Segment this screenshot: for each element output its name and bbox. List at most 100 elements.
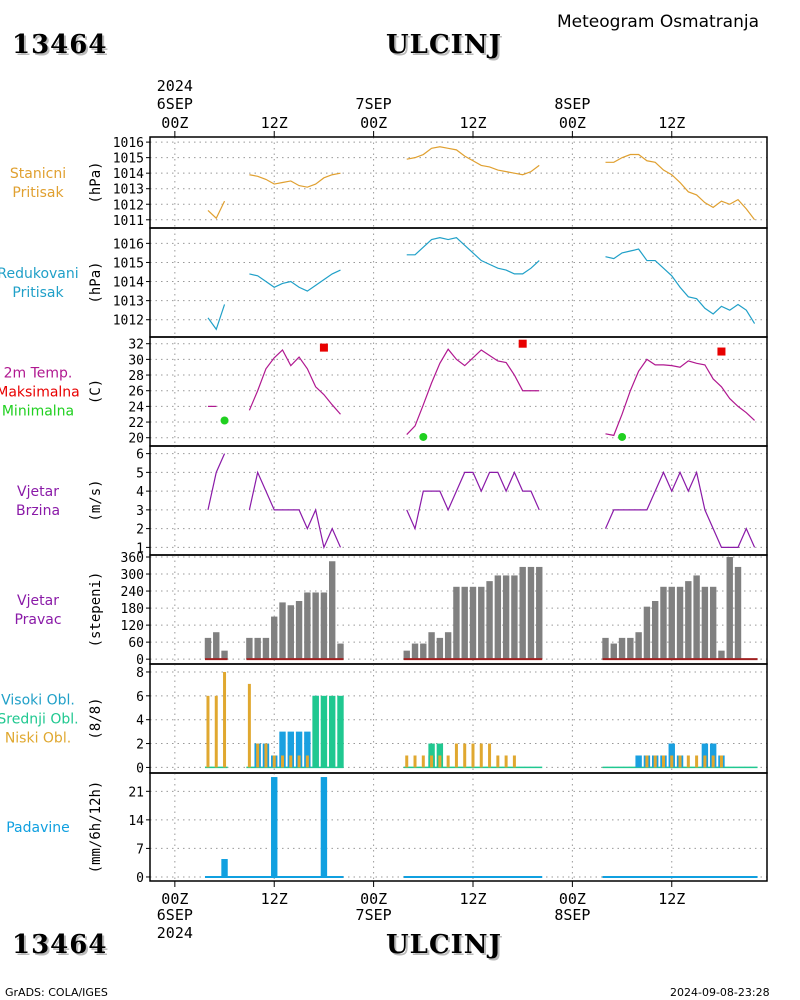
pressure-line [249, 172, 341, 188]
panel-label: Vjetar [17, 484, 59, 500]
direction-bar [602, 637, 609, 660]
render-timestamp: 2024-09-08-23:28 [670, 986, 770, 999]
cloud-bar-low [421, 755, 425, 768]
x-date-label-bottom: 7SEP [356, 906, 392, 924]
x-hour-label-top: 12Z [261, 114, 288, 132]
direction-bar [718, 650, 725, 660]
direction-bar [519, 566, 526, 660]
y-tick-label: 20 [128, 432, 144, 447]
direction-bar [469, 586, 477, 660]
y-tick-label: 1013 [113, 183, 144, 198]
cloud-bar-mid [329, 695, 336, 768]
direction-bar [536, 566, 543, 660]
cloud-bar-low [463, 743, 467, 768]
direction-bar [320, 592, 328, 660]
direction-bar [295, 600, 303, 660]
direction-bar [213, 632, 220, 660]
y-tick-label: 0 [136, 871, 144, 886]
y-axis-label: (m/s) [88, 479, 104, 521]
cloud-bar-low [670, 755, 674, 768]
wind_speed-line [248, 470, 342, 550]
direction-bar [511, 575, 518, 660]
precip-bar [221, 859, 228, 877]
direction-bar [304, 592, 311, 660]
direction-bar [635, 632, 642, 660]
cloud-bar-low [247, 683, 251, 768]
x-hour-label-top: 00Z [161, 114, 188, 132]
y-tick-label: 2 [136, 523, 144, 538]
tmax-marker [319, 343, 328, 352]
direction-bar [411, 643, 419, 660]
cloud-bar-low [504, 755, 508, 768]
y-tick-label: 30 [128, 353, 144, 368]
precip-bar [271, 777, 278, 877]
y-tick-label: 1015 [113, 256, 144, 271]
tmax-marker [717, 347, 726, 356]
panel-frame [149, 227, 768, 338]
cloud-bar-low [206, 695, 210, 768]
y-tick-label: 300 [121, 568, 144, 583]
direction-bar [693, 575, 700, 660]
cloud-bar-low [264, 743, 268, 768]
direction-bar [651, 600, 659, 660]
reduced_pressure-line [605, 248, 756, 324]
y-tick-label: 360 [121, 551, 144, 566]
panel-frame [149, 445, 768, 556]
y-tick-label: 1014 [113, 167, 144, 182]
panel-label: Pritisak [12, 185, 64, 201]
x-hour-label-top: 00Z [559, 114, 586, 132]
direction-bar [618, 637, 626, 660]
cloud-bar-low [711, 755, 715, 768]
cloud-bar-low [479, 743, 483, 768]
x-hour-label-top: 00Z [360, 114, 387, 132]
direction-bar [444, 632, 452, 660]
y-tick-label: 6 [136, 448, 144, 463]
y-tick-label: 1 [136, 541, 144, 556]
direction-bar [271, 616, 278, 660]
panel-frame [149, 136, 768, 229]
y-axis-label: (hPa) [88, 161, 104, 203]
y-tick-label: 180 [121, 602, 144, 617]
cloud-bar-high [635, 755, 642, 768]
cloud-bar-high [279, 731, 286, 768]
direction-bar [262, 637, 270, 660]
panel-label: Stanicni [10, 166, 66, 182]
direction-bar [610, 643, 617, 660]
panel-label: Maksimalna [0, 385, 80, 401]
station-id-bottom: 13464 [12, 930, 108, 960]
y-tick-label: 2 [136, 738, 144, 753]
cloud-bar-low [678, 755, 682, 768]
y-tick-label: 21 [128, 785, 144, 800]
cloud-bar-low [214, 695, 218, 768]
direction-bar [337, 643, 344, 660]
pressure-line [207, 200, 226, 220]
panel-label: Pritisak [12, 285, 64, 301]
direction-bar [246, 637, 253, 660]
direction-bar [627, 637, 634, 660]
cloud-bar-low [496, 755, 500, 768]
y-tick-label: 6 [136, 690, 144, 705]
direction-bar [486, 581, 493, 660]
direction-bar [453, 586, 460, 660]
wind_speed-line [406, 470, 540, 531]
cloud-bar-low [703, 755, 707, 768]
cloud-bar-low [454, 743, 458, 768]
panel-label: Visoki Obl. [1, 693, 75, 709]
pressure-line [406, 146, 540, 176]
panel-label: Padavine [6, 820, 70, 836]
panel-label: Pravac [14, 612, 61, 628]
direction-bar [287, 605, 294, 660]
cloud-bar-high [287, 731, 294, 768]
cloud-bar-low [430, 755, 434, 768]
panel-frame [149, 336, 768, 447]
cloud-bar-low [661, 755, 665, 768]
cloud-bar-mid [337, 695, 344, 768]
reduced_pressure-line [207, 304, 226, 331]
direction-bar [709, 586, 717, 660]
x-date-label-top: 8SEP [554, 95, 590, 113]
pressure-line [605, 153, 756, 221]
cloud-bar-low [471, 743, 475, 768]
cloud-bar-low [305, 755, 309, 768]
wind_speed-line [604, 470, 756, 548]
y-tick-label: 1011 [113, 214, 144, 229]
